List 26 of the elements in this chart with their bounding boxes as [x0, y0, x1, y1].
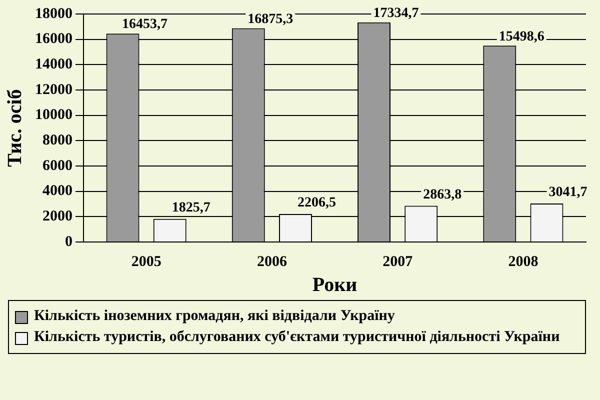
data-label: 1825,7	[172, 200, 210, 216]
data-label: 3041,7	[548, 185, 588, 200]
y-tick-label: 2000	[42, 208, 72, 225]
y-tick-label: 18000	[35, 6, 72, 22]
y-tick-label: 10000	[35, 107, 72, 124]
data-label: 15498,6	[498, 29, 544, 44]
y-tick-label: 4000	[42, 183, 72, 200]
legend-label: Кількість іноземних громадян, які відвідали Україну	[34, 307, 395, 326]
y-tick-label: 12000	[35, 82, 72, 98]
x-tick-label: 2008	[508, 254, 538, 270]
x-tick-label: 2006	[256, 254, 288, 270]
y-tick-label: 16000	[35, 31, 72, 48]
data-label: 2863,8	[423, 187, 462, 202]
data-label: 17334,7	[373, 6, 419, 22]
y-axis-title: Тис. осіб	[4, 89, 26, 167]
data-label: 2206,5	[297, 196, 336, 211]
x-tick-label: 2005	[131, 254, 162, 270]
x-tick-label: 2007	[382, 254, 414, 270]
y-tick-label: 14000	[35, 56, 72, 73]
y-tick-label: 6000	[42, 158, 72, 174]
y-tick-label: 8000	[42, 132, 72, 149]
x-axis-title: Роки	[312, 274, 358, 296]
y-tick-label: 0	[65, 234, 72, 250]
legend-label: Кількість туристів, обслугованих суб'єктами туристичної діяльності України	[34, 328, 560, 347]
data-label: 16453,7	[122, 17, 168, 32]
data-label: 16875,3	[248, 12, 294, 27]
